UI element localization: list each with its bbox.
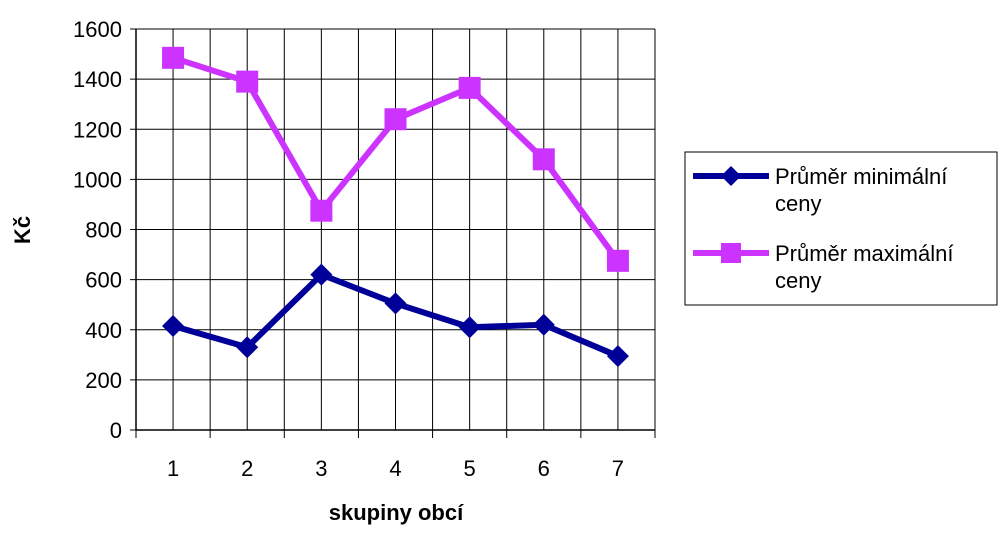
x-tick-label: 6 bbox=[538, 456, 550, 481]
data-point bbox=[532, 313, 555, 336]
y-tick-label: 1000 bbox=[73, 167, 122, 192]
data-point bbox=[384, 108, 407, 131]
data-point bbox=[310, 263, 333, 286]
data-point bbox=[162, 314, 185, 337]
legend-marker bbox=[721, 166, 741, 186]
x-tick-label: 3 bbox=[315, 456, 327, 481]
x-axis-title: skupiny obcí bbox=[329, 500, 464, 525]
series-2 bbox=[162, 46, 629, 272]
legend-marker bbox=[721, 243, 741, 263]
data-point bbox=[606, 249, 629, 272]
x-tick-label: 1 bbox=[167, 456, 179, 481]
data-point bbox=[236, 336, 259, 359]
y-tick-label: 800 bbox=[85, 218, 122, 243]
x-tick-label: 2 bbox=[241, 456, 253, 481]
series-layer bbox=[162, 46, 629, 368]
legend-label: Průměr minimální bbox=[775, 164, 947, 189]
x-tick-label: 4 bbox=[389, 456, 401, 481]
y-tick-label: 0 bbox=[110, 418, 122, 443]
y-tick-label: 1400 bbox=[73, 67, 122, 92]
data-point bbox=[458, 76, 481, 99]
data-point bbox=[532, 148, 555, 171]
x-tick-label: 5 bbox=[464, 456, 476, 481]
data-point bbox=[236, 70, 259, 93]
series-1 bbox=[162, 263, 629, 368]
data-point bbox=[384, 292, 407, 315]
y-tick-label: 1600 bbox=[73, 17, 122, 42]
data-point bbox=[458, 316, 481, 339]
legend-label: Průměr maximální bbox=[775, 241, 953, 266]
legend-label: ceny bbox=[775, 268, 821, 293]
y-axis-title: Kč bbox=[10, 216, 35, 244]
y-tick-label: 400 bbox=[85, 318, 122, 343]
y-tick-label: 600 bbox=[85, 268, 122, 293]
legend-label: ceny bbox=[775, 191, 821, 216]
data-point bbox=[606, 345, 629, 368]
gridlines bbox=[136, 28, 656, 430]
x-tick-label: 7 bbox=[612, 456, 624, 481]
y-tick-label: 1200 bbox=[73, 117, 122, 142]
y-tick-label: 200 bbox=[85, 368, 122, 393]
data-point bbox=[162, 46, 185, 69]
x-axis-ticks: 1 2 3 4 5 6 7 bbox=[135, 430, 656, 481]
data-point bbox=[310, 199, 333, 222]
y-axis-ticks: 0 200 400 600 800 1000 1200 1400 1600 bbox=[73, 17, 136, 443]
